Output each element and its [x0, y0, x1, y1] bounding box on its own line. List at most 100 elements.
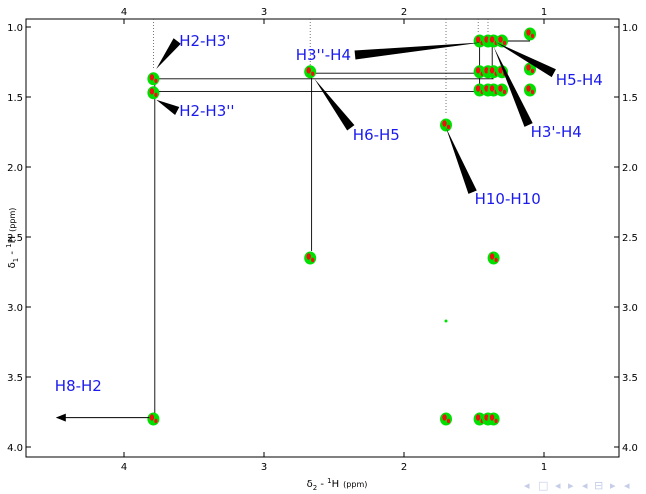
- annotation: H10-H10: [446, 127, 541, 208]
- x-axis-title: δ2 - 1H (ppm): [307, 477, 368, 492]
- cross-peak: [440, 412, 452, 426]
- small-signal: [444, 319, 448, 323]
- annotation-label: H6-H5: [353, 126, 400, 144]
- annotation-label: H5-H4: [556, 71, 603, 89]
- cross-peak-negative: [489, 67, 495, 74]
- cross-peak-negative: [149, 74, 155, 81]
- annotation-label: H3'-H4: [531, 123, 582, 141]
- x-tick-label-top: 4: [121, 7, 127, 18]
- cross-peak: [487, 65, 500, 79]
- x-tick-label-top: 2: [401, 7, 407, 18]
- cross-peak-negative: [494, 418, 498, 424]
- cross-peak-negative: [489, 414, 495, 421]
- y-tick-label-right: 1.0: [622, 23, 638, 34]
- cross-peak-negative: [484, 36, 489, 43]
- y-axis-title: δ1 - 1H(ppm): [5, 208, 20, 269]
- annotation: H6-H5: [314, 78, 400, 144]
- prev-section-icon[interactable]: ◂: [555, 479, 561, 492]
- next-icon[interactable]: ◂: [624, 479, 630, 492]
- cross-peak-negative: [526, 85, 531, 92]
- cross-peak-negative: [498, 36, 503, 43]
- y-tick-label-right: 1.5: [622, 93, 638, 104]
- cross-peak-negative: [526, 64, 531, 71]
- annotation-label: H10-H10: [475, 190, 541, 208]
- cross-peak-negative: [484, 414, 489, 421]
- annotation: H2-H3': [156, 32, 230, 69]
- cross-peak-negative: [526, 29, 531, 36]
- cross-peak-negative: [494, 257, 498, 263]
- annotation-label: H2-H3'': [179, 102, 234, 120]
- cross-peak: [147, 72, 160, 86]
- y-tick-label-left: 1.5: [7, 93, 23, 104]
- annotation-pointer: [496, 42, 556, 78]
- cross-peak-negative: [498, 67, 503, 74]
- x-tick-label-bottom: 4: [121, 462, 127, 473]
- annotation-pointer: [156, 99, 180, 115]
- annotation-pointer: [354, 42, 483, 60]
- y-tick-label-left: 1.0: [7, 23, 23, 34]
- cross-peaks: [147, 27, 536, 426]
- annotation: H2-H3'': [156, 99, 235, 120]
- cross-peak-negative: [484, 85, 489, 92]
- y-tick-label-right: 2.5: [622, 233, 638, 244]
- cross-peak-negative: [446, 124, 451, 130]
- annotation-label: H8-H2: [55, 377, 102, 395]
- cross-peak-negative: [530, 68, 535, 74]
- y-tick-label-left: 3.0: [7, 303, 23, 314]
- axis-ticks: 4 4 3 3 2 2 1 1 1.0 1.0 1.5 1.5 2.0 2.0 2.5 2.5 3.0 3.0 3.…: [7, 7, 638, 473]
- cross-peak-negative: [306, 67, 311, 74]
- cross-peak-negative: [530, 33, 535, 39]
- cross-peak: [524, 62, 536, 76]
- x-tick-label-bottom: 2: [401, 462, 407, 473]
- cross-peak-negative: [489, 253, 495, 260]
- annotation: H3''-H4: [296, 42, 483, 64]
- cross-peak-negative: [475, 414, 481, 421]
- next-subsection-icon[interactable]: ▸: [610, 479, 616, 492]
- cross-peak-negative: [154, 418, 158, 424]
- x-tick-label-top: 1: [541, 7, 547, 18]
- cross-peak-negative: [498, 85, 503, 92]
- y-tick-label-left: 2.5: [7, 233, 23, 244]
- cross-peak: [440, 118, 452, 132]
- annotation: H3'-H4: [493, 46, 582, 141]
- cross-peak-negative: [475, 85, 481, 92]
- x-tick-label-bottom: 1: [541, 462, 547, 473]
- annotation-pointer: [314, 78, 355, 131]
- annotation-pointer: [156, 38, 181, 69]
- prev-frame-icon[interactable]: □: [538, 479, 548, 492]
- y-tick-label-left: 4.0: [7, 443, 23, 454]
- y-tick-label-right: 2.0: [622, 163, 638, 174]
- annotation-pointer: [493, 46, 533, 127]
- cross-peak: [524, 83, 536, 97]
- cross-peak-negative: [311, 257, 315, 263]
- cross-peak: [304, 251, 317, 265]
- cross-peak-negative: [502, 40, 507, 46]
- y-tick-label-right: 4.0: [622, 443, 638, 454]
- cross-peak-negative: [530, 89, 535, 95]
- cross-peak-negative: [154, 78, 158, 84]
- peak-annotations: H2-H3' H2-H3'' H6-H5 H3''-H4 H5-H4 H3'-H4 H10-…: [55, 32, 603, 422]
- annotation-label: H2-H3': [179, 32, 230, 50]
- cross-peak-negative: [306, 253, 311, 260]
- beamer-navigation: ◂ □ ◂ ▸ ◂ ⊟ ▸ ◂: [524, 479, 630, 492]
- y-tick-label-right: 3.0: [622, 303, 638, 314]
- next-section-icon[interactable]: ▸: [568, 479, 574, 492]
- cross-peak: [496, 34, 508, 48]
- subsection-icon[interactable]: ⊟: [594, 479, 603, 492]
- cross-peak-negative: [475, 67, 481, 74]
- cross-peak-negative: [446, 418, 451, 424]
- annotation-pointer: [446, 127, 477, 194]
- cross-peak-negative: [489, 85, 495, 92]
- prev-subsection-icon[interactable]: ◂: [582, 479, 588, 492]
- first-page-icon[interactable]: ◂: [524, 479, 530, 492]
- y-tick-label-left: 3.5: [7, 373, 23, 384]
- cross-peak-negative: [442, 120, 447, 127]
- y-tick-label-right: 3.5: [622, 373, 638, 384]
- guide-lines: [152, 19, 489, 114]
- cross-peak: [487, 251, 500, 265]
- cross-peak: [487, 412, 500, 426]
- cross-peak-negative: [502, 89, 507, 95]
- cross-peak-negative: [149, 414, 155, 421]
